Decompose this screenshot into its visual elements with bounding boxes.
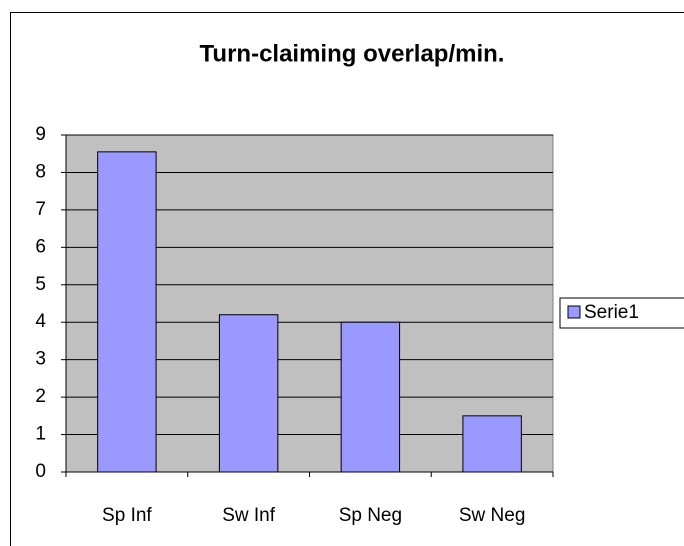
y-tick-label: 0 — [35, 461, 46, 482]
y-tick-label: 9 — [35, 124, 46, 145]
y-tick-label: 8 — [35, 161, 46, 182]
legend-box — [559, 297, 684, 329]
y-tick-label: 6 — [35, 236, 46, 257]
y-tick-label: 3 — [35, 349, 46, 370]
x-tick-label: Sw Inf — [222, 505, 276, 526]
y-tick-label: 2 — [35, 386, 46, 407]
y-tick-label: 1 — [35, 424, 46, 445]
legend-label: Serie1 — [584, 302, 639, 323]
bar — [462, 415, 522, 473]
x-tick-label: Sp Neg — [339, 505, 402, 526]
y-tick-label: 4 — [35, 311, 46, 332]
legend-swatch — [567, 305, 581, 319]
chart-title: Turn-claiming overlap/min. — [200, 40, 505, 67]
bar — [97, 151, 157, 473]
bar — [218, 314, 279, 473]
x-tick-label: Sw Neg — [459, 505, 526, 526]
y-tick-label: 5 — [35, 274, 46, 295]
x-tick-label: Sp Inf — [102, 505, 152, 526]
y-tick-label: 7 — [35, 199, 46, 220]
bar — [340, 321, 401, 473]
